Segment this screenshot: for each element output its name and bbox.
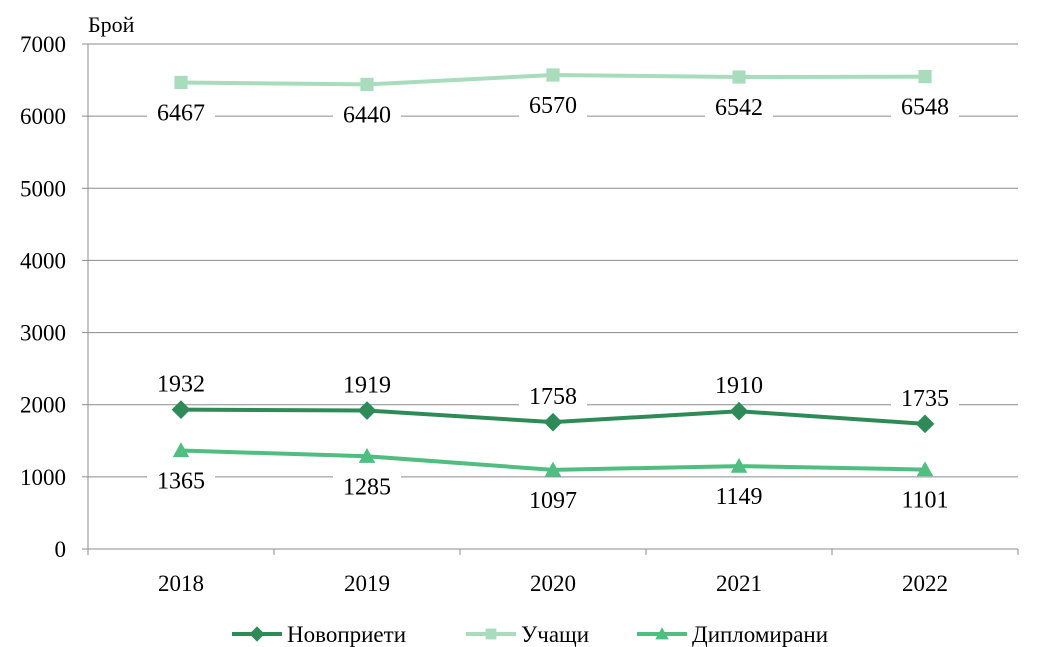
data-point xyxy=(543,412,563,432)
data-label-bg xyxy=(705,482,773,511)
data-label-bg xyxy=(519,382,587,411)
y-tick-label: 3000 xyxy=(20,321,66,346)
data-label: 6467 xyxy=(157,100,205,126)
y-tick-label: 5000 xyxy=(20,176,66,201)
x-tick-labels: 2018 2019 2020 2021 2022 xyxy=(158,571,948,596)
data-point xyxy=(918,70,932,84)
data-label: 6542 xyxy=(715,95,763,121)
data-point xyxy=(358,448,376,463)
legend-marker xyxy=(249,626,265,642)
data-label-bg xyxy=(891,485,959,514)
data-point xyxy=(174,75,188,90)
legend-label: Новоприети xyxy=(287,622,406,647)
data-label: 1919 xyxy=(343,373,391,399)
data-point xyxy=(730,457,748,473)
y-axis-title: Брой xyxy=(88,12,135,37)
data-label: 1910 xyxy=(715,373,763,399)
data-label-bg xyxy=(705,93,773,122)
data-point xyxy=(544,461,562,477)
y-tick-label: 6000 xyxy=(20,104,66,129)
data-label: 1932 xyxy=(157,372,205,398)
data-point xyxy=(915,414,935,434)
legend: Новоприети Учащи Дипломирани xyxy=(232,622,828,647)
axes xyxy=(82,43,1019,555)
data-point xyxy=(171,400,191,419)
y-tick-label: 0 xyxy=(55,537,67,562)
x-tick-label: 2019 xyxy=(344,571,390,596)
y-tick-label: 4000 xyxy=(20,248,66,273)
legend-marker xyxy=(655,627,669,640)
data-label-bg xyxy=(519,91,587,120)
data-label: 1101 xyxy=(901,488,948,514)
x-tick-label: 2022 xyxy=(902,571,948,596)
data-point xyxy=(729,401,749,421)
data-label-bg xyxy=(147,369,215,398)
data-label: 1149 xyxy=(715,484,762,510)
legend-marker xyxy=(485,628,497,640)
data-label-bg xyxy=(891,383,959,412)
x-tick-label: 2018 xyxy=(158,571,204,596)
data-label-bg xyxy=(333,100,401,129)
data-label: 6548 xyxy=(901,95,949,121)
data-point xyxy=(172,442,190,458)
data-label-bg xyxy=(891,92,959,121)
data-point xyxy=(732,70,746,84)
legend-label: Учащи xyxy=(521,622,589,647)
data-label: 1735 xyxy=(901,386,949,412)
data-label: 6570 xyxy=(529,93,577,119)
data-label-bg xyxy=(147,98,215,127)
data-label: 1365 xyxy=(157,469,205,495)
data-labels: 1932 1919 1758 1910 1735 6467 6440 6570 6542 6548… xyxy=(147,91,959,514)
legend-label: Дипломирани xyxy=(692,622,828,647)
data-label-bg xyxy=(333,370,401,399)
data-label-bg xyxy=(147,466,215,495)
data-point xyxy=(360,77,374,91)
series-group xyxy=(171,68,935,477)
data-point xyxy=(916,461,934,477)
data-point xyxy=(357,401,377,420)
x-tick-label: 2021 xyxy=(716,571,762,596)
data-label: 1285 xyxy=(343,474,391,500)
y-tick-labels: 0 1000 2000 3000 4000 5000 6000 7000 xyxy=(20,32,66,562)
data-label: 6440 xyxy=(343,102,391,128)
x-tick-label: 2020 xyxy=(530,571,576,596)
data-label-bg xyxy=(519,485,587,514)
data-point xyxy=(546,68,560,82)
y-tick-label: 7000 xyxy=(20,32,66,57)
data-label: 1097 xyxy=(529,488,577,514)
y-tick-label: 1000 xyxy=(20,465,66,490)
data-label: 1758 xyxy=(529,384,577,410)
data-label-bg xyxy=(333,472,401,501)
data-label-bg xyxy=(705,371,773,400)
y-tick-label: 2000 xyxy=(20,393,66,418)
